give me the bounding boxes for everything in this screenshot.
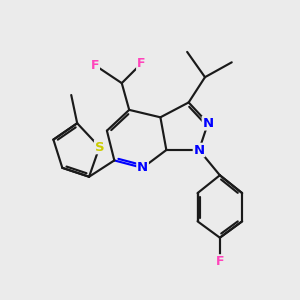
- Text: N: N: [194, 143, 205, 157]
- Text: N: N: [202, 117, 214, 130]
- Text: F: F: [91, 59, 99, 72]
- Text: S: S: [95, 140, 104, 154]
- Text: N: N: [137, 161, 148, 174]
- Text: F: F: [216, 255, 224, 268]
- Text: F: F: [137, 57, 145, 70]
